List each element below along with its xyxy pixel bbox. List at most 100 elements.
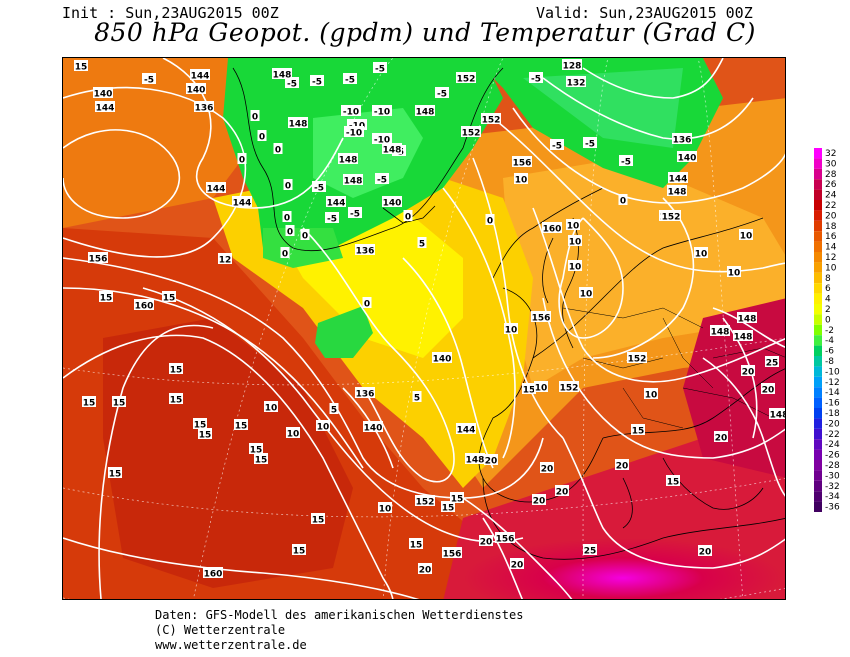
svg-text:0: 0: [285, 182, 291, 192]
svg-text:10: 10: [580, 290, 593, 300]
geopotential-label: 156: [512, 156, 532, 169]
lat-lon-grid: [63, 58, 785, 599]
svg-text:148: 148: [466, 456, 485, 466]
geopotential-label: 148: [710, 325, 730, 338]
temperature-label: 10: [514, 173, 528, 186]
temperature-label: 10: [534, 381, 548, 394]
legend-swatch: [814, 491, 822, 502]
svg-text:15: 15: [255, 456, 268, 466]
legend-label: -26: [825, 451, 840, 461]
temperature-label: 15: [234, 419, 248, 432]
temperature-label: 25: [583, 544, 597, 557]
temperature-label: 10: [739, 229, 753, 242]
legend-label: 0: [825, 315, 831, 325]
temperature-label: 15: [522, 383, 536, 396]
geopotential-label: 156: [531, 311, 551, 324]
legend-swatch: [814, 439, 822, 450]
svg-text:20: 20: [616, 462, 629, 472]
temperature-label: 5: [329, 403, 339, 416]
temperature-label: 0: [285, 225, 295, 238]
svg-text:5: 5: [419, 240, 425, 250]
legend-swatch: [814, 345, 822, 356]
svg-text:15: 15: [163, 294, 176, 304]
legend-label: -24: [825, 440, 840, 450]
svg-text:0: 0: [252, 113, 258, 123]
temperature-label: 10: [286, 427, 300, 440]
svg-text:148: 148: [273, 71, 292, 81]
geopotential-label: 140: [677, 151, 697, 164]
temperature-label: 20: [615, 459, 629, 472]
svg-text:10: 10: [317, 423, 330, 433]
legend-label: 28: [825, 170, 837, 180]
svg-text:-5: -5: [375, 65, 385, 75]
svg-text:10: 10: [535, 384, 548, 394]
temperature-label: 0: [237, 153, 247, 166]
svg-text:156: 156: [443, 550, 462, 560]
temperature-label: 15: [441, 501, 455, 514]
legend-label: -22: [825, 430, 840, 440]
temperature-label: 20: [484, 454, 498, 467]
svg-text:15: 15: [235, 422, 248, 432]
svg-text:-10: -10: [343, 108, 359, 118]
svg-text:140: 140: [433, 355, 452, 365]
geopotential-label: 148: [382, 143, 402, 156]
credits-website: www.wetterzentrale.de: [155, 638, 307, 652]
geopotential-label: 148: [272, 68, 292, 81]
temperature-label: 0: [250, 110, 260, 123]
legend-label: 10: [825, 263, 837, 273]
svg-text:148: 148: [668, 188, 687, 198]
legend-label: -12: [825, 378, 840, 388]
temperature-label: 0: [280, 247, 290, 260]
svg-text:148: 148: [711, 328, 730, 338]
legend-label: 18: [825, 222, 837, 232]
temperature-label: -5: [325, 212, 339, 225]
temperature-label: 15: [74, 60, 88, 73]
legend-label: 20: [825, 211, 837, 221]
svg-text:25: 25: [584, 547, 597, 557]
svg-text:152: 152: [482, 116, 501, 126]
svg-text:15: 15: [75, 63, 88, 73]
legend-label: -8: [825, 357, 834, 367]
svg-text:148: 148: [339, 156, 358, 166]
geopotential-label: 152: [481, 113, 501, 126]
temperature-label: 20: [698, 545, 712, 558]
legend-label: 4: [825, 295, 831, 305]
svg-text:-5: -5: [437, 90, 447, 100]
legend-label: 6: [825, 284, 831, 294]
geopotential-label: 144: [190, 69, 210, 82]
geopotential-label: 128: [562, 59, 582, 72]
svg-text:10: 10: [569, 263, 582, 273]
svg-text:148: 148: [734, 333, 753, 343]
temperature-label: 15: [292, 544, 306, 557]
svg-text:-5: -5: [350, 210, 360, 220]
temperature-label: 10: [566, 219, 580, 232]
temperature-label: 10: [316, 420, 330, 433]
weather-map: 15-5-5-5-5-5-5-5-10-10-10-10-10-5-5-5-50…: [62, 57, 786, 600]
legend-swatch: [814, 189, 822, 200]
legend-label: 8: [825, 274, 831, 284]
svg-text:15: 15: [113, 399, 126, 409]
geopotential-isolines: [63, 58, 785, 599]
legend-swatch: [814, 168, 822, 180]
legend-label: -34: [825, 492, 840, 502]
map-title: 850 hPa Geopot. (gpdm) und Temperatur (G…: [94, 18, 756, 47]
svg-text:140: 140: [383, 199, 402, 209]
svg-text:136: 136: [673, 136, 692, 146]
geopotential-label: 156: [88, 252, 108, 265]
svg-text:144: 144: [457, 426, 476, 436]
temperature-label: 20: [532, 494, 546, 507]
legend-swatch: [814, 200, 822, 211]
legend-swatch: [814, 335, 822, 346]
cold-area-greenland-core: [313, 108, 423, 198]
temperature-label: 10: [644, 388, 658, 401]
svg-text:15: 15: [523, 386, 536, 396]
legend-label: -16: [825, 399, 840, 409]
legend-swatch: [814, 179, 822, 190]
temperature-label: 20: [540, 462, 554, 475]
temperature-label: -10: [341, 105, 361, 118]
temperature-label: 15: [112, 396, 126, 409]
temperature-label: 15: [409, 538, 423, 551]
geopotential-label: 152: [627, 352, 647, 365]
svg-text:140: 140: [678, 154, 697, 164]
svg-text:0: 0: [239, 156, 245, 166]
